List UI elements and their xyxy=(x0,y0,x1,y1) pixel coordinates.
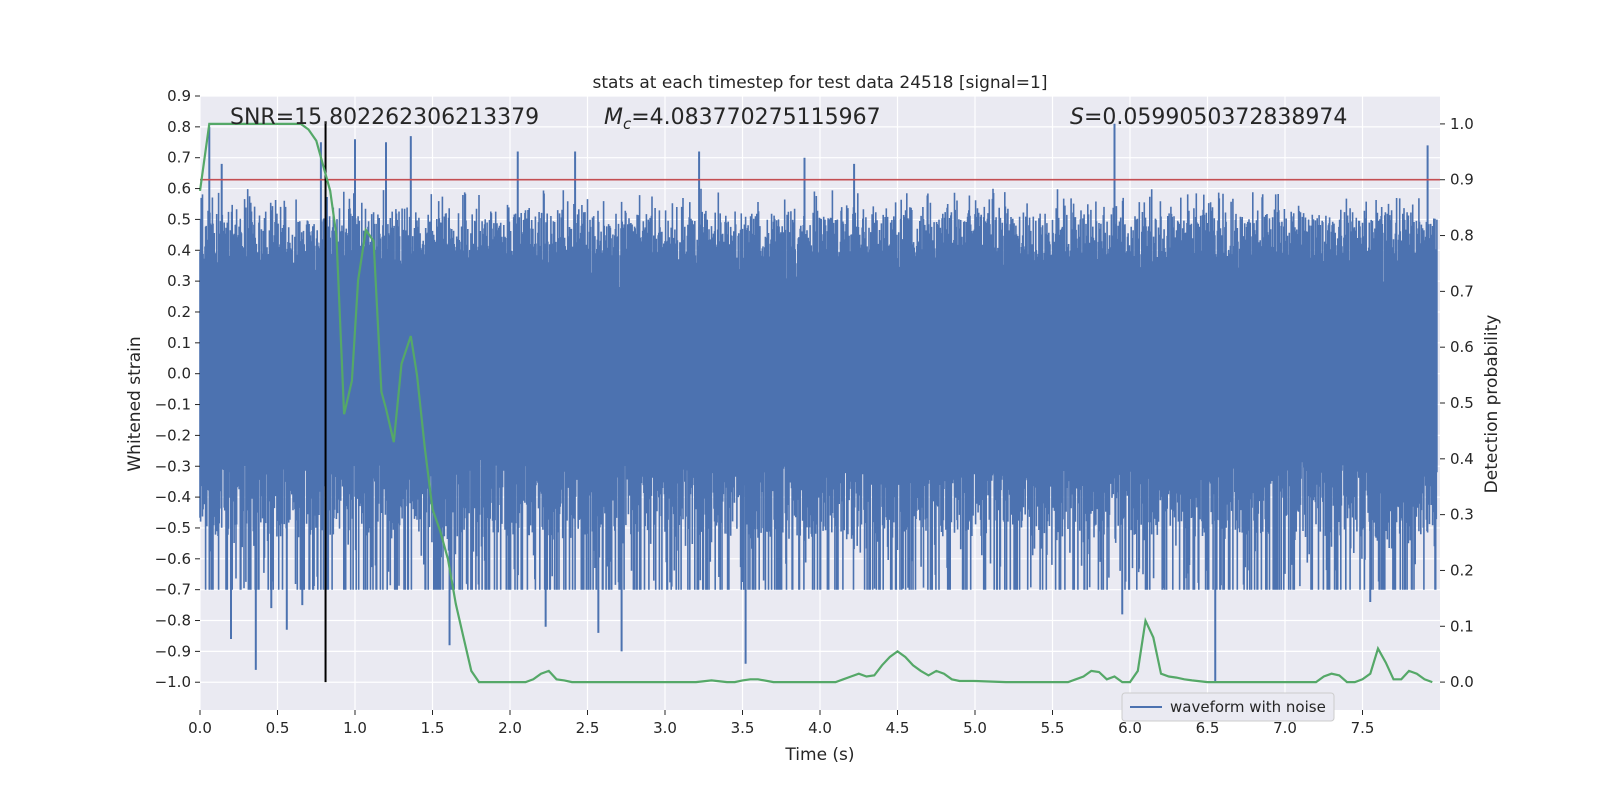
y-left-tick-label-14: −0.5 xyxy=(155,519,191,537)
y-right-tick-label-10: 0.0 xyxy=(1450,673,1474,691)
x-tick-label-2: 1.0 xyxy=(343,719,367,737)
y-left-axis-ticks: 0.9 0.8 0.7 0.6 0.5 0.4 0.3 0.2 0.1 0.0 −0.1 −0.2 −0… xyxy=(155,87,200,691)
chart-title: stats at each timestep for test data 245… xyxy=(593,73,1048,93)
y-right-axis-label: Detection probability xyxy=(1482,315,1502,494)
x-tick-label-8: 4.0 xyxy=(808,719,832,737)
y-left-tick-label-1: 0.8 xyxy=(167,118,191,136)
x-tick-label-0: 0.0 xyxy=(188,719,212,737)
chirp-mass-annotation: Mc=4.083770275115967 xyxy=(604,105,881,133)
chirp-mass-value: =4.083770275115967 xyxy=(631,105,880,130)
y-right-tick-label-4: 0.6 xyxy=(1450,338,1474,356)
x-tick-label-6: 3.0 xyxy=(653,719,677,737)
legend: waveform with noise xyxy=(1121,692,1335,722)
x-tick-label-9: 4.5 xyxy=(886,719,910,737)
y-left-tick-label-10: −0.1 xyxy=(155,396,191,414)
legend-entry-waveform: waveform with noise xyxy=(1170,698,1326,716)
y-left-tick-label-18: −0.9 xyxy=(155,642,191,660)
y-left-tick-label-9: 0.0 xyxy=(167,365,191,383)
detection-probability-line xyxy=(198,122,1433,684)
y-right-tick-label-9: 0.1 xyxy=(1450,617,1474,635)
s-annotation: S=0.0599050372838974 xyxy=(1070,105,1347,130)
legend-box xyxy=(1121,692,1335,722)
y-right-tick-label-8: 0.2 xyxy=(1450,561,1474,579)
y-left-tick-label-4: 0.5 xyxy=(167,210,191,228)
s-symbol: S xyxy=(1070,105,1084,130)
y-left-tick-label-6: 0.3 xyxy=(167,272,191,290)
y-left-tick-label-17: −0.8 xyxy=(155,612,191,630)
x-tick-label-5: 2.5 xyxy=(576,719,600,737)
y-left-tick-label-8: 0.1 xyxy=(167,334,191,352)
x-tick-label-14: 7.0 xyxy=(1273,719,1297,737)
x-tick-label-3: 1.5 xyxy=(421,719,445,737)
y-right-tick-label-3: 0.7 xyxy=(1450,282,1474,300)
y-right-tick-label-1: 0.9 xyxy=(1450,171,1474,189)
x-tick-label-12: 6.0 xyxy=(1118,719,1142,737)
y-right-tick-label-6: 0.4 xyxy=(1450,450,1474,468)
y-left-tick-label-15: −0.6 xyxy=(155,550,191,568)
y-left-tick-label-0: 0.9 xyxy=(167,87,191,105)
detection-probability-series xyxy=(198,122,1433,684)
waveform-series xyxy=(199,123,1438,683)
y-left-tick-label-13: −0.4 xyxy=(155,488,191,506)
x-tick-label-10: 5.0 xyxy=(963,719,987,737)
x-tick-label-13: 6.5 xyxy=(1196,719,1220,737)
y-right-tick-label-0: 1.0 xyxy=(1450,115,1474,133)
y-left-tick-label-12: −0.3 xyxy=(155,457,191,475)
y-right-tick-label-5: 0.5 xyxy=(1450,394,1474,412)
x-tick-label-11: 5.5 xyxy=(1041,719,1065,737)
x-tick-label-4: 2.0 xyxy=(498,719,522,737)
x-tick-label-7: 3.5 xyxy=(731,719,755,737)
y-left-tick-label-5: 0.4 xyxy=(167,241,191,259)
x-axis-ticks: 0.0 0.5 1.0 1.5 2.0 2.5 3.0 3.5 4.0 4.5 5.0 5.5 6.0 6… xyxy=(188,710,1374,737)
chirp-mass-subscript: c xyxy=(623,115,632,133)
x-axis-label: Time (s) xyxy=(784,745,854,765)
chirp-mass-symbol: M xyxy=(604,105,623,130)
x-tick-label-15: 7.5 xyxy=(1351,719,1375,737)
y-left-tick-label-11: −0.2 xyxy=(155,426,191,444)
y-right-tick-label-2: 0.8 xyxy=(1450,227,1474,245)
waveform-noise-trace xyxy=(199,188,1438,590)
y-left-tick-label-16: −0.7 xyxy=(155,581,191,599)
s-value: =0.0599050372838974 xyxy=(1084,105,1347,130)
y-left-tick-label-7: 0.2 xyxy=(167,303,191,321)
y-left-tick-label-2: 0.7 xyxy=(167,149,191,167)
x-tick-label-1: 0.5 xyxy=(266,719,290,737)
snr-annotation: SNR=15.802262306213379 xyxy=(230,105,539,130)
y-right-tick-label-7: 0.3 xyxy=(1450,506,1474,524)
y-left-axis-label: Whitened strain xyxy=(125,336,145,471)
y-left-tick-label-19: −1.0 xyxy=(155,673,191,691)
y-right-axis-ticks: 1.0 0.9 0.8 0.7 0.6 0.5 0.4 0.3 0.2 0.1 0.0 xyxy=(1440,115,1474,691)
y-left-tick-label-3: 0.6 xyxy=(167,180,191,198)
